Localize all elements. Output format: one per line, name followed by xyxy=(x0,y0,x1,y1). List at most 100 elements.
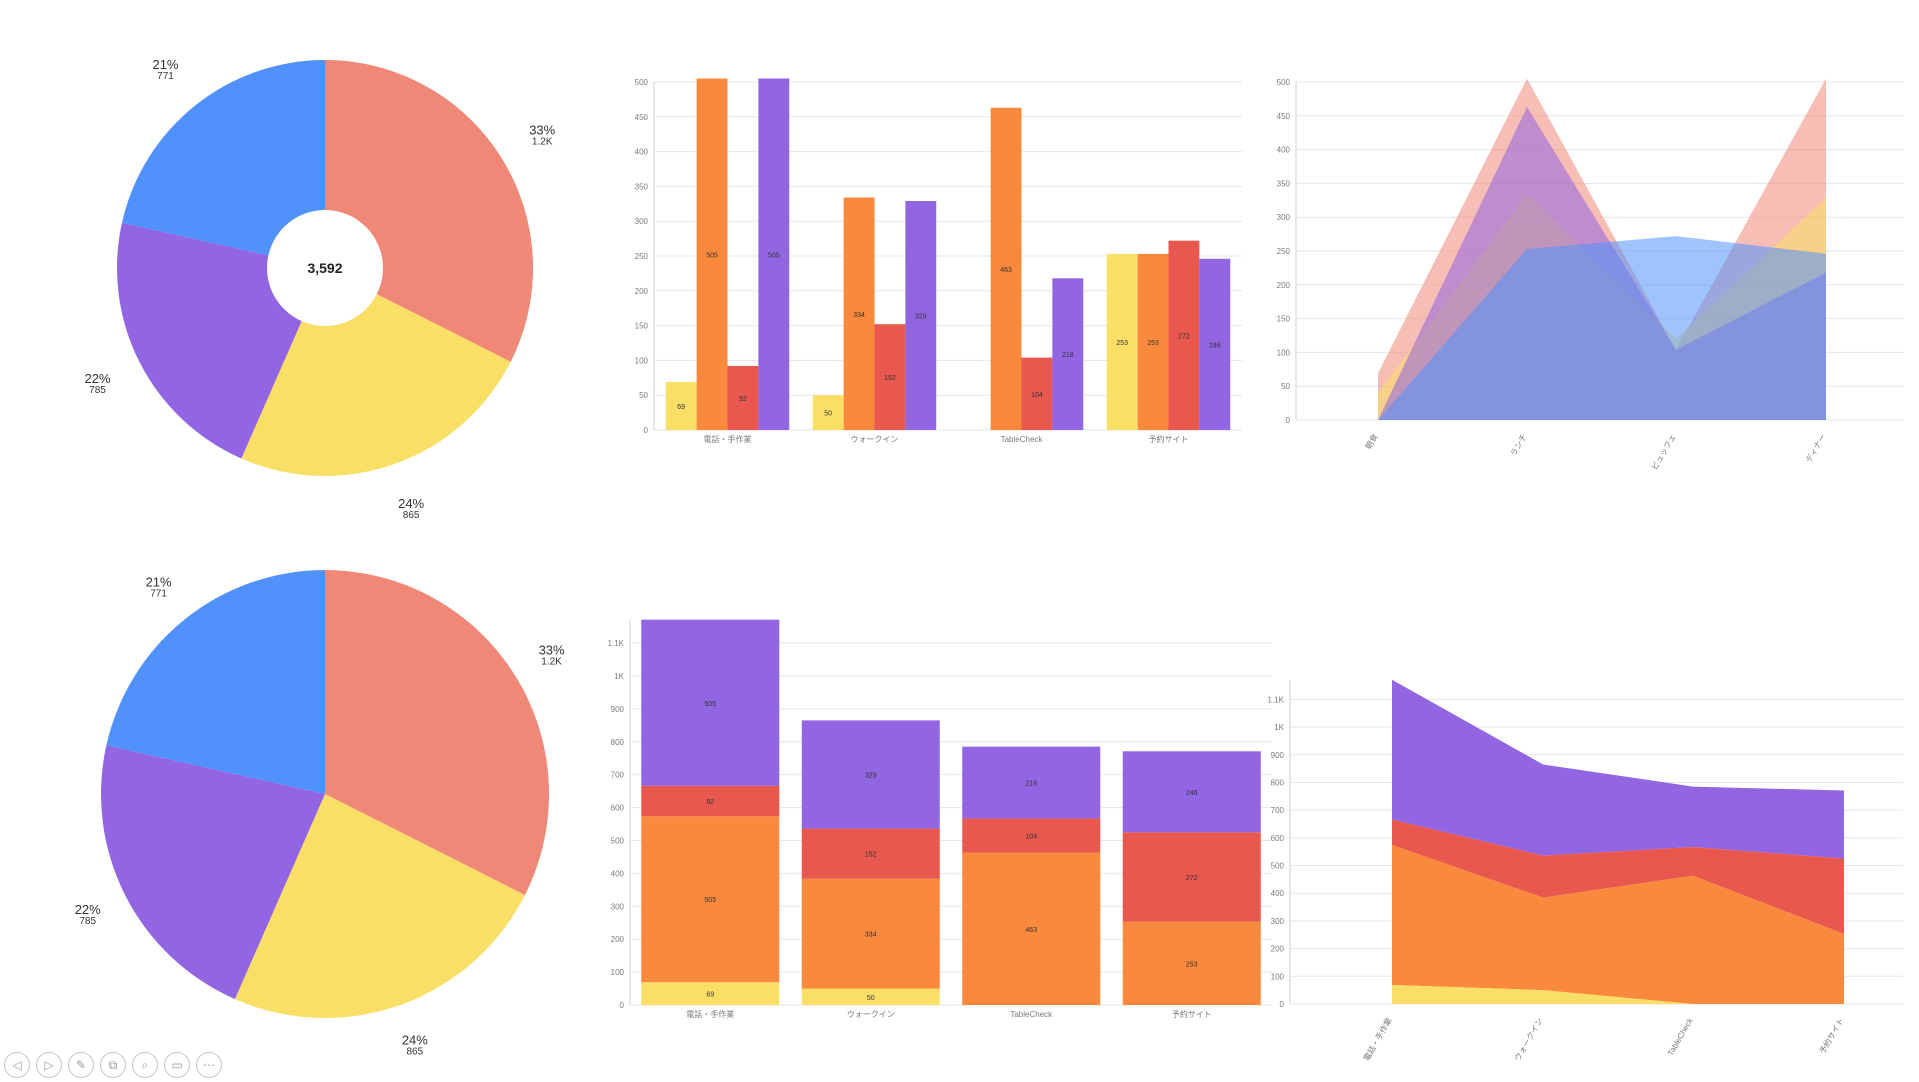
x-tick-label: ウォークイン xyxy=(847,1010,895,1019)
bar-value-label: 334 xyxy=(853,312,865,319)
slice-percent-label: 33% xyxy=(539,643,565,658)
zoom-icon[interactable]: ⌕ xyxy=(132,1052,158,1078)
stacked-bar-segment xyxy=(801,828,940,879)
stacked-bar-segment xyxy=(962,746,1101,819)
y-tick-label: 150 xyxy=(635,322,649,331)
y-tick-label: 0 xyxy=(1286,416,1291,425)
stacked-bar-segment xyxy=(641,816,780,983)
y-tick-label: 50 xyxy=(1281,382,1290,391)
bar-value-label: 50 xyxy=(824,411,832,418)
bar-value-label: 334 xyxy=(865,932,877,939)
bar xyxy=(727,365,759,430)
y-tick-label: 50 xyxy=(639,391,648,400)
pie-slice xyxy=(101,745,325,1000)
bar xyxy=(843,197,875,430)
bar-value-label: 329 xyxy=(915,314,927,321)
slice-value-label: 785 xyxy=(79,916,96,927)
bar-value-label: 463 xyxy=(1000,267,1012,274)
stacked-bar-segment xyxy=(962,852,1101,1005)
stacked-bar-segment xyxy=(801,988,940,1005)
prev-icon[interactable]: ◁ xyxy=(4,1052,30,1078)
y-tick-label: 450 xyxy=(635,113,649,122)
x-tick-label: ランチ xyxy=(1509,433,1529,458)
bar-value-label: 92 xyxy=(706,799,714,806)
x-tick-label: ウォークイン xyxy=(851,435,899,444)
y-tick-label: 500 xyxy=(635,78,649,87)
grouped-bar-chart: 0501001502002503003504004505006950592505… xyxy=(635,78,1242,444)
bar-value-label: 152 xyxy=(884,375,896,382)
y-tick-label: 400 xyxy=(1271,889,1285,898)
slice-value-label: 1.2K xyxy=(532,136,553,147)
stacked-bar-segment xyxy=(801,878,940,989)
y-tick-label: 350 xyxy=(1277,179,1291,188)
slice-value-label: 771 xyxy=(157,71,174,82)
stacked-bar-segment xyxy=(801,720,940,829)
y-tick-label: 400 xyxy=(611,869,625,878)
pie-slice xyxy=(234,794,525,1018)
presentation-toolbar: ◁ ▷ ✎ ⧉ ⌕ ▭ ⋯ xyxy=(4,1052,222,1082)
y-tick-label: 200 xyxy=(1277,281,1291,290)
slice-value-label: 865 xyxy=(406,1046,423,1057)
slice-percent-label: 24% xyxy=(398,496,424,511)
bar-value-label: 505 xyxy=(704,701,716,708)
y-tick-label: 800 xyxy=(1271,778,1285,787)
area-chart: 0 50 100 150 200 250 300 350 400 450 500 朝食 ランチ ビュッフェ… xyxy=(1277,78,1904,472)
y-tick-label: 250 xyxy=(635,252,649,261)
y-tick-label: 1K xyxy=(1274,723,1284,732)
area-series xyxy=(1392,984,1844,1004)
y-tick-label: 250 xyxy=(1277,247,1291,256)
y-tick-label: 200 xyxy=(611,935,625,944)
stacked-bar-segment xyxy=(641,619,780,786)
x-tick-label: 電話・手作業 xyxy=(1361,1016,1394,1063)
x-tick-label: 朝食 xyxy=(1363,432,1380,451)
y-tick-label: 700 xyxy=(611,771,625,780)
y-tick-label: 200 xyxy=(635,287,649,296)
bar xyxy=(1137,253,1169,430)
x-tick-label: ビュッフェ xyxy=(1650,433,1678,472)
bar-value-label: 253 xyxy=(1116,340,1128,347)
slides-icon[interactable]: ⧉ xyxy=(100,1052,126,1078)
y-tick-label: 900 xyxy=(611,705,625,714)
y-tick-label: 400 xyxy=(1277,146,1291,155)
bar-value-label: 272 xyxy=(1186,875,1198,882)
y-tick-label: 900 xyxy=(1271,751,1285,760)
donut-center-label: 3,592 xyxy=(307,260,342,276)
y-tick-label: 700 xyxy=(1271,806,1285,815)
bar-value-label: 329 xyxy=(865,772,877,779)
slice-percent-label: 24% xyxy=(402,1032,428,1047)
slice-value-label: 785 xyxy=(89,385,106,396)
y-tick-label: 500 xyxy=(611,836,625,845)
bar-value-label: 253 xyxy=(1147,340,1159,347)
y-tick-label: 350 xyxy=(635,182,649,191)
pie-slice xyxy=(121,60,326,268)
stacked-area-chart: 0 100 200 300 400 500 600 700 800 900 1K 1.1K 電話・手作業… xyxy=(1268,679,1903,1063)
y-tick-label: 400 xyxy=(635,148,649,157)
y-tick-label: 100 xyxy=(611,968,625,977)
more-icon[interactable]: ⋯ xyxy=(196,1052,222,1078)
slice-value-label: 771 xyxy=(150,588,167,599)
stacked-bar-segment xyxy=(1122,921,1261,1005)
x-tick-label: ウォークイン xyxy=(1513,1017,1545,1063)
pie-chart-3: 33%1.2K 24%865 22%785 21%771 xyxy=(75,570,565,1057)
bar xyxy=(874,324,906,430)
pie-slice xyxy=(325,570,550,896)
slice-value-label: 865 xyxy=(403,510,420,521)
bar xyxy=(905,201,937,430)
x-tick-label: TableCheck xyxy=(1001,435,1044,444)
next-icon[interactable]: ▷ xyxy=(36,1052,62,1078)
y-tick-label: 150 xyxy=(1277,315,1291,324)
y-tick-label: 0 xyxy=(620,1001,625,1010)
stacked-bar-chart: 0 100 200 300 400 500 600 700 800 900 1K 1.1K 69 505 9… xyxy=(608,619,1272,1019)
x-tick-label: 電話・手作業 xyxy=(686,1009,734,1019)
bar-value-label: 69 xyxy=(706,992,714,999)
y-tick-label: 0 xyxy=(1280,1000,1285,1009)
subtitle-icon[interactable]: ▭ xyxy=(164,1052,190,1078)
pen-icon[interactable]: ✎ xyxy=(68,1052,94,1078)
y-tick-label: 100 xyxy=(1277,348,1291,357)
bar-value-label: 505 xyxy=(768,252,780,259)
bar-value-label: 246 xyxy=(1186,790,1198,797)
bar-value-label: 505 xyxy=(704,897,716,904)
area-series xyxy=(1392,845,1844,1004)
y-tick-label: 300 xyxy=(635,217,649,226)
